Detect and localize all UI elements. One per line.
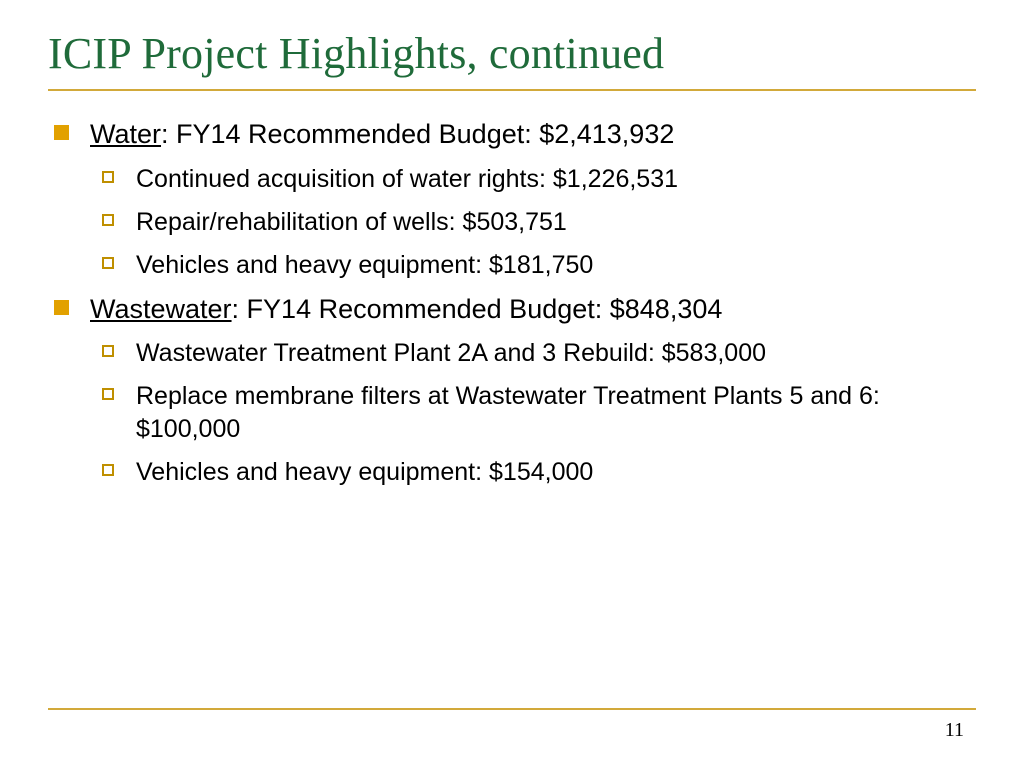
item-heading: Water — [90, 119, 161, 149]
list-item: Repair/rehabilitation of wells: $503,751 — [102, 206, 976, 239]
slide: ICIP Project Highlights, continued Water… — [0, 0, 1024, 768]
list-item: Wastewater: FY14 Recommended Budget: $84… — [54, 292, 976, 490]
list-item: Water: FY14 Recommended Budget: $2,413,9… — [54, 117, 976, 282]
list-item: Continued acquisition of water rights: $… — [102, 163, 976, 196]
sub-list: Wastewater Treatment Plant 2A and 3 Rebu… — [102, 337, 976, 489]
slide-title: ICIP Project Highlights, continued — [48, 28, 976, 79]
footer-rule — [48, 708, 976, 710]
item-heading-rest: : FY14 Recommended Budget: $2,413,932 — [161, 119, 674, 149]
item-heading: Wastewater — [90, 294, 232, 324]
bullet-list: Water: FY14 Recommended Budget: $2,413,9… — [54, 117, 976, 489]
title-rule — [48, 89, 976, 91]
item-heading-rest: : FY14 Recommended Budget: $848,304 — [232, 294, 723, 324]
list-item: Vehicles and heavy equipment: $181,750 — [102, 249, 976, 282]
list-item: Replace membrane filters at Wastewater T… — [102, 380, 976, 446]
list-item: Vehicles and heavy equipment: $154,000 — [102, 456, 976, 489]
page-number: 11 — [945, 719, 964, 742]
sub-list: Continued acquisition of water rights: $… — [102, 163, 976, 282]
list-item: Wastewater Treatment Plant 2A and 3 Rebu… — [102, 337, 976, 370]
